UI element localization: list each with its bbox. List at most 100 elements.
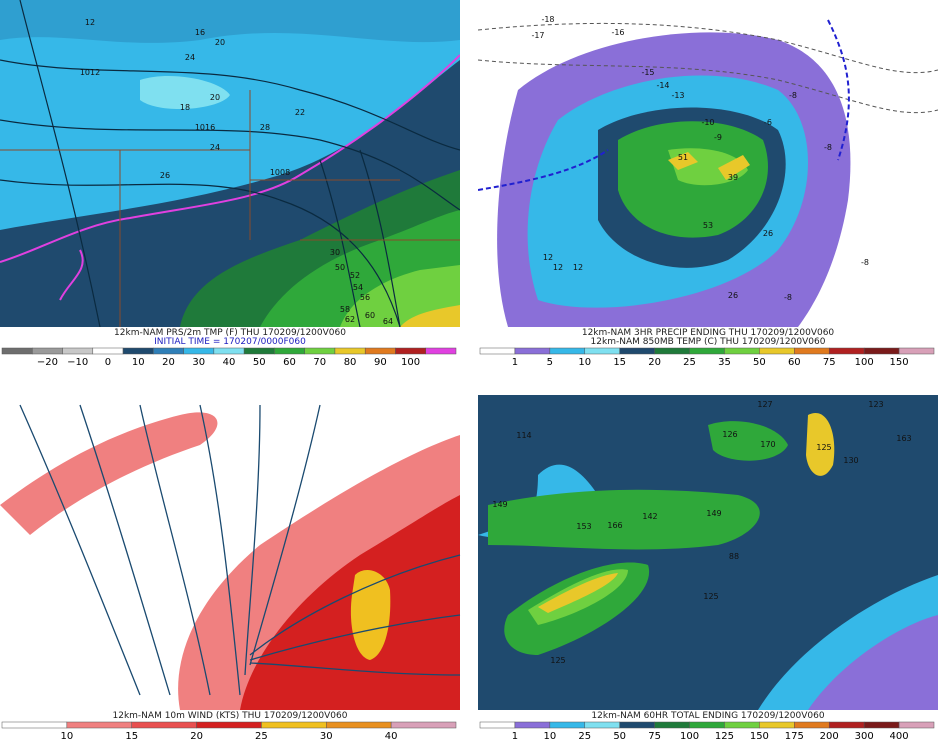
colorbar-swatch (584, 347, 620, 355)
colorbar-swatch (619, 721, 655, 729)
precip-map (478, 0, 938, 327)
colorbar-swatch (863, 721, 900, 729)
snow-total-map (478, 395, 938, 710)
contour-label: -6 (764, 118, 772, 127)
contour-label: 1012 (80, 68, 100, 77)
colorbar-swatch (828, 721, 865, 729)
caption: INITIAL TIME = 170207/0000F060 (154, 337, 306, 347)
colorbar-label: −10 (67, 357, 88, 368)
contour-label: 166 (607, 521, 622, 530)
colorbar-swatch (863, 347, 900, 355)
colorbar-label: 400 (890, 731, 909, 742)
contour-label: 16 (195, 28, 205, 37)
contour-label: 130 (843, 456, 858, 465)
contour-label: 127 (757, 400, 772, 409)
colorbar-label: 150 (750, 731, 769, 742)
colorbar-label: 5 (547, 357, 553, 368)
colorbar-label: 25 (683, 357, 696, 368)
colorbar-label: 10 (132, 357, 145, 368)
colorbar-swatch (654, 721, 690, 729)
contour-label: 39 (728, 173, 738, 182)
contour-label: 30 (330, 248, 340, 257)
colorbar-label: 15 (125, 731, 138, 742)
colorbar-swatch (390, 721, 457, 729)
contour-label: 64 (383, 317, 393, 326)
contour-label: -10 (701, 118, 714, 127)
colorbar-swatch (92, 347, 124, 355)
contour-label: 12 (85, 18, 95, 27)
contour-label: 22 (295, 108, 305, 117)
contour-label: 56 (360, 293, 370, 302)
contour-label: 58 (340, 305, 350, 314)
colorbar-label: 50 (253, 357, 266, 368)
colorbar-swatch (549, 347, 586, 355)
contour-label: 1016 (195, 123, 215, 132)
contour-label: 24 (185, 53, 195, 62)
contour-label: 51 (678, 153, 688, 162)
colorbar-swatch (364, 347, 396, 355)
colorbar-swatch (619, 347, 655, 355)
colorbar-swatch (334, 347, 366, 355)
colorbar-swatch (274, 347, 305, 355)
colorbar-swatch (261, 721, 327, 729)
contour-label: 12 (543, 253, 553, 262)
contour-label: 125 (816, 443, 831, 452)
contour-label: 125 (550, 656, 565, 665)
panel: -18-17 -16-15-14-13-10-9-8-6-8-8-85139532… (478, 15, 938, 368)
contour-label: 12 (573, 263, 583, 272)
contour-label: 20 (210, 93, 220, 102)
colorbar-label: 30 (192, 357, 205, 368)
caption-bar (478, 710, 938, 721)
colorbar-swatch (304, 347, 336, 355)
colorbar-swatch (794, 721, 830, 729)
colorbar-label: 80 (344, 357, 357, 368)
contour-label: 114 (516, 431, 531, 440)
colorbar-label: 70 (313, 357, 326, 368)
colorbar-label: 10 (578, 357, 591, 368)
colorbar-swatch (724, 347, 760, 355)
contour-label: 28 (260, 123, 270, 132)
panel: 12km-NAM 10m WIND (KTS) THU 170209/1200V… (0, 710, 460, 742)
contour-label: -16 (611, 28, 624, 37)
contour-label: -17 (531, 31, 544, 40)
colorbar-swatch (62, 347, 94, 355)
contour-label: 153 (576, 522, 591, 531)
colorbar-swatch (549, 721, 586, 729)
colorbar-swatch (724, 721, 760, 729)
colorbar-label: 50 (753, 357, 766, 368)
colorbar-label: 100 (680, 731, 699, 742)
colorbar-swatch (794, 347, 830, 355)
colorbar-swatch (213, 347, 245, 355)
colorbar-swatch (425, 347, 457, 355)
colorbar-label: 60 (788, 357, 801, 368)
colorbar-label: 20 (190, 731, 203, 742)
contour-label: 125 (703, 592, 718, 601)
contour-label: 53 (703, 221, 713, 230)
contour-label: 50 (335, 263, 345, 272)
colorbar-swatch (759, 721, 795, 729)
colorbar-label: 25 (578, 731, 591, 742)
caption-bar (478, 327, 938, 347)
colorbar-label: 30 (320, 731, 333, 742)
colorbar-label: 20 (648, 357, 661, 368)
colorbar-label: 175 (785, 731, 804, 742)
colorbar-label: 1 (512, 357, 518, 368)
colorbar-swatch (32, 347, 63, 355)
colorbar-swatch (898, 721, 935, 729)
contour-label: 26 (160, 171, 170, 180)
colorbar-label: −20 (37, 357, 58, 368)
colorbar-label: 10 (60, 731, 73, 742)
colorbar-swatch (479, 721, 516, 729)
contour-label: 60 (365, 311, 375, 320)
contour-label: 24 (210, 143, 220, 152)
colorbar-label: 20 (162, 357, 175, 368)
contour-label: 149 (492, 500, 507, 509)
colorbar-swatch (828, 347, 865, 355)
contour-label: -8 (789, 91, 797, 100)
colorbar-swatch (514, 347, 551, 355)
contour-label: 1008 (270, 168, 290, 177)
contour-label: -9 (714, 133, 722, 142)
colorbar-swatch (689, 721, 725, 729)
contour-label: 52 (350, 271, 360, 280)
